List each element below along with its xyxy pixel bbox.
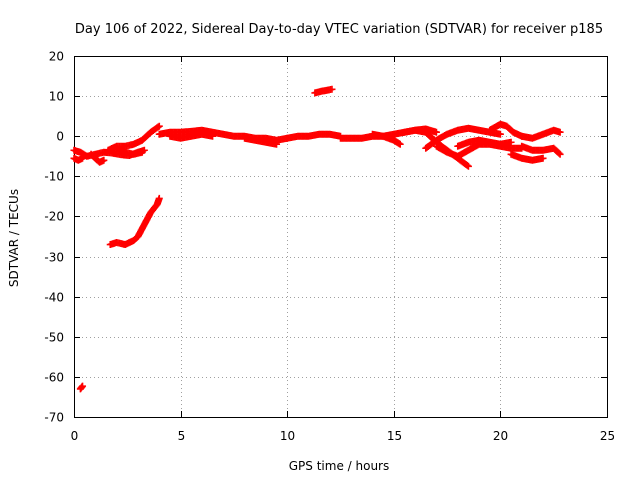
x-tick-label: 20 bbox=[493, 429, 508, 443]
data-point bbox=[556, 128, 564, 136]
data-point bbox=[79, 382, 87, 390]
data-point bbox=[396, 140, 404, 148]
grid bbox=[74, 56, 607, 417]
series-track-04 bbox=[104, 122, 163, 154]
y-tick-label: -50 bbox=[44, 331, 64, 345]
series-track-20 bbox=[518, 142, 564, 158]
x-axis: 0 5 10 15 20 25 bbox=[71, 56, 615, 443]
data-point bbox=[556, 150, 564, 158]
data-point bbox=[507, 138, 515, 146]
series-track-17 bbox=[486, 120, 526, 140]
data-point bbox=[555, 149, 563, 157]
series-track-10 bbox=[311, 85, 336, 97]
series-track-12 bbox=[368, 130, 404, 148]
x-tick-label: 15 bbox=[387, 429, 402, 443]
x-tick-label: 25 bbox=[600, 429, 615, 443]
series-track-02 bbox=[87, 150, 108, 166]
y-tick-label: -10 bbox=[44, 170, 64, 184]
series-track-18 bbox=[518, 126, 564, 142]
series-track-03 bbox=[70, 154, 87, 164]
x-tick-label: 0 bbox=[71, 429, 79, 443]
y-axis: 20 10 0 -10 -20 -30 -40 -50 -60 -70 bbox=[44, 50, 607, 425]
data-point bbox=[154, 123, 162, 131]
data-point bbox=[138, 148, 146, 156]
x-tick-label: 10 bbox=[280, 429, 295, 443]
data-point bbox=[155, 194, 163, 202]
x-tick-label: 5 bbox=[178, 429, 186, 443]
data-point bbox=[209, 132, 217, 140]
y-tick-label: 10 bbox=[49, 90, 64, 104]
data-point bbox=[155, 122, 163, 130]
data-points bbox=[70, 85, 564, 393]
series-track-16 bbox=[454, 136, 515, 150]
y-tick-label: -70 bbox=[44, 411, 64, 425]
y-tick-label: 20 bbox=[49, 50, 64, 64]
data-point bbox=[539, 154, 547, 162]
series-track-07 bbox=[166, 130, 217, 142]
x-axis-label: GPS time / hours bbox=[289, 459, 390, 473]
y-tick-label: -30 bbox=[44, 251, 64, 265]
y-tick-label: -60 bbox=[44, 371, 64, 385]
y-tick-label: -40 bbox=[44, 291, 64, 305]
series-track-08 bbox=[241, 134, 281, 148]
series-track-21 bbox=[106, 194, 163, 249]
data-point bbox=[79, 154, 87, 162]
series-track-22 bbox=[76, 382, 87, 393]
chart-title: Day 106 of 2022, Sidereal Day-to-day VTE… bbox=[75, 22, 603, 37]
series-track-05 bbox=[113, 144, 146, 158]
data-point bbox=[273, 140, 281, 148]
series-track-19 bbox=[507, 150, 547, 164]
plot-frame bbox=[74, 56, 608, 418]
y-tick-label: -20 bbox=[44, 210, 64, 224]
data-point bbox=[432, 128, 440, 136]
data-point bbox=[496, 130, 504, 138]
data-point bbox=[463, 161, 471, 169]
data-point bbox=[328, 85, 336, 93]
data-point bbox=[464, 162, 472, 170]
series-track-09 bbox=[283, 130, 344, 142]
y-tick-label: 0 bbox=[56, 130, 64, 144]
y-axis-label: SDTVAR / TECUs bbox=[7, 189, 21, 287]
data-point bbox=[100, 156, 108, 164]
